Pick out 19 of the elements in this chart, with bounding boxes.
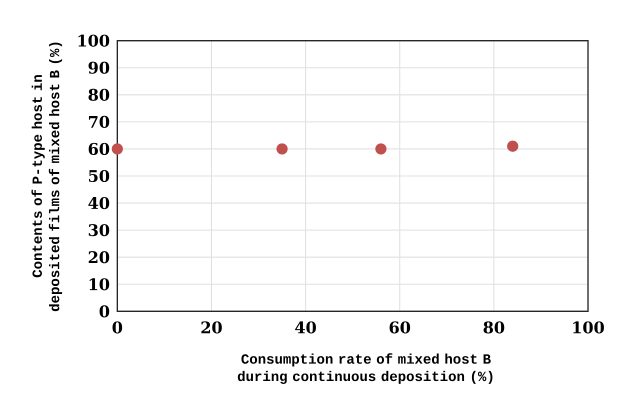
y-tick-label: 90 [88, 62, 110, 74]
y-tick-label: 70 [88, 116, 110, 128]
y-tick-label: 30 [88, 224, 110, 236]
y-tick-label: 20 [88, 251, 110, 264]
y-tick-label: 40 [88, 197, 110, 210]
x-tick-label: 60 [390, 321, 410, 334]
y-tick-label: 60 [88, 142, 110, 155]
x-tick-label: 40 [295, 321, 316, 334]
y-tick-label: 50 [89, 170, 110, 182]
y-tick-label: 80 [88, 88, 110, 101]
y-tick-label: 10 [90, 278, 110, 290]
x-axis-title: Consumption rate of mixed host B during continuous deposition (%) [238, 353, 492, 384]
y-tick-label: 100 [78, 34, 110, 47]
x-tick-label: 80 [484, 321, 504, 334]
x-tick-label: 100 [573, 321, 604, 334]
y-tick-label: 0 [100, 305, 110, 318]
y-axis-title: Contents of P-type host in deposited films of mixed host B (%) [31, 42, 62, 312]
x-tick-label: 0 [112, 321, 122, 334]
x-tick-label: 20 [201, 321, 222, 334]
